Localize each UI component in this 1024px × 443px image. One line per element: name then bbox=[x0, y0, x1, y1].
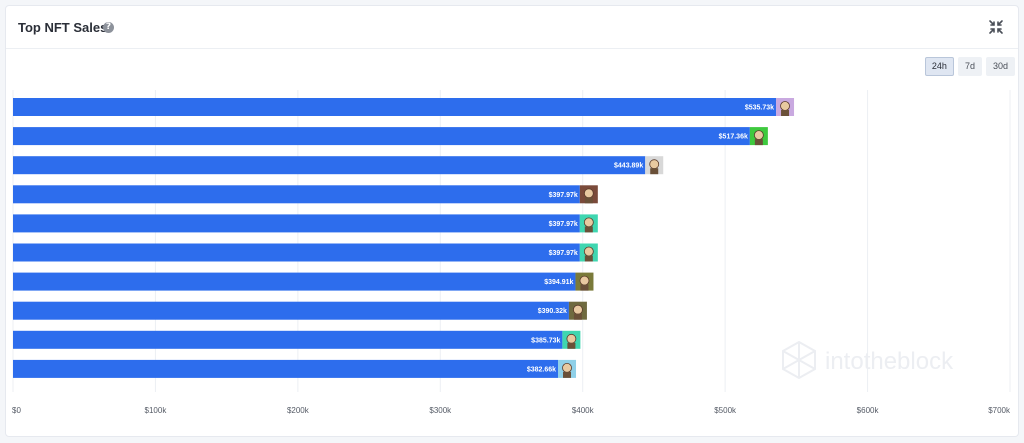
bar[interactable] bbox=[13, 272, 576, 291]
x-tick-label: $0 bbox=[12, 406, 21, 415]
chart-title: Top NFT Sales bbox=[18, 20, 108, 35]
nft-thumbnail[interactable] bbox=[575, 272, 594, 291]
thumbnail-body bbox=[567, 342, 576, 349]
thumbnail-body bbox=[754, 139, 763, 146]
bar[interactable] bbox=[13, 243, 580, 262]
nft-thumbnail[interactable] bbox=[645, 156, 664, 175]
nft-thumbnail[interactable] bbox=[579, 185, 598, 204]
bars: $535.73k $517.36k $443.89k $397.97k $397.97k… bbox=[13, 98, 795, 378]
thumbnail-figure bbox=[649, 159, 660, 170]
bar-value-label: $390.32k bbox=[538, 308, 567, 315]
tab-30d[interactable]: 30d bbox=[985, 57, 1015, 76]
intotheblock-logo-icon bbox=[782, 340, 816, 380]
bar[interactable] bbox=[13, 98, 777, 116]
x-tick-label: $700k bbox=[988, 406, 1011, 415]
bar-row[interactable]: $397.97k bbox=[13, 185, 598, 204]
tab-7d[interactable]: 7d bbox=[957, 57, 982, 76]
x-tick-label: $400k bbox=[572, 406, 595, 415]
bar-value-label: $385.73k bbox=[531, 337, 560, 344]
thumbnail-figure bbox=[583, 188, 594, 199]
nft-thumbnail[interactable] bbox=[776, 98, 795, 116]
nft-thumbnail[interactable] bbox=[562, 330, 581, 349]
watermark-text: intotheblock bbox=[825, 348, 954, 375]
thumbnail-body bbox=[584, 226, 593, 233]
x-tick-label: $100k bbox=[145, 406, 168, 415]
nft-thumbnail[interactable] bbox=[558, 359, 577, 378]
thumbnail-body bbox=[781, 110, 790, 116]
nft-thumbnail[interactable] bbox=[579, 243, 598, 262]
bar[interactable] bbox=[13, 214, 580, 233]
x-tick-label: $300k bbox=[429, 406, 452, 415]
thumbnail-figure bbox=[562, 362, 572, 373]
collapse-arrows-icon[interactable] bbox=[988, 19, 1004, 35]
thumbnail-body bbox=[563, 371, 572, 378]
bar-value-label: $397.97k bbox=[549, 221, 578, 228]
bar-row[interactable]: $517.36k bbox=[13, 127, 768, 146]
thumbnail-figure bbox=[583, 217, 594, 228]
thumbnail-body bbox=[573, 313, 582, 320]
bar-row[interactable]: $397.97k bbox=[13, 214, 598, 233]
bar-row[interactable]: $397.97k bbox=[13, 243, 598, 262]
help-circle-icon[interactable]: ? bbox=[103, 22, 114, 33]
bar-value-label: $443.89k bbox=[614, 163, 643, 170]
bar-value-label: $382.66k bbox=[527, 366, 556, 373]
bar-row[interactable]: $443.89k bbox=[13, 156, 664, 175]
bar[interactable] bbox=[13, 185, 580, 204]
bar-value-label: $397.97k bbox=[549, 250, 578, 257]
bar-value-label: $397.97k bbox=[549, 192, 578, 199]
thumbnail-body bbox=[584, 255, 593, 262]
thumbnail-figure bbox=[583, 246, 594, 257]
bar-row[interactable]: $535.73k bbox=[13, 98, 795, 116]
thumbnail-body bbox=[580, 284, 589, 291]
thumbnail-figure bbox=[780, 101, 790, 111]
thumbnail-figure bbox=[566, 333, 577, 344]
bar[interactable] bbox=[13, 359, 559, 378]
tab-24h[interactable]: 24h bbox=[924, 57, 954, 76]
x-axis-ticks: $0 $100k $200k $300k $400k $500k $600k $700k bbox=[12, 406, 1011, 415]
thumbnail-figure bbox=[753, 130, 764, 141]
thumbnail-figure bbox=[573, 304, 583, 315]
bar-row[interactable]: $394.91k bbox=[13, 272, 594, 291]
timeframe-tabs: 24h 7d 30d bbox=[921, 57, 1015, 76]
bar[interactable] bbox=[13, 301, 569, 320]
bar-value-label: $394.91k bbox=[544, 279, 573, 286]
bar-value-label: $535.73k bbox=[745, 105, 774, 112]
bar-row[interactable]: $390.32k bbox=[13, 301, 587, 320]
bar[interactable] bbox=[13, 156, 646, 175]
x-tick-label: $600k bbox=[857, 406, 880, 415]
x-tick-label: $500k bbox=[714, 406, 737, 415]
bar-row[interactable]: $385.73k bbox=[13, 330, 581, 349]
bar-row[interactable]: $382.66k bbox=[13, 359, 577, 378]
nft-thumbnail[interactable] bbox=[579, 214, 598, 233]
bar-value-label: $517.36k bbox=[719, 134, 748, 141]
thumbnail-body bbox=[584, 197, 593, 204]
card-header: Top NFT Sales ? bbox=[6, 6, 1018, 49]
nft-thumbnail[interactable] bbox=[749, 127, 768, 146]
bar[interactable] bbox=[13, 330, 563, 349]
x-tick-label: $200k bbox=[287, 406, 310, 415]
bar[interactable] bbox=[13, 127, 750, 146]
watermark: intotheblock bbox=[782, 340, 954, 380]
nft-thumbnail[interactable] bbox=[568, 301, 587, 320]
thumbnail-figure bbox=[579, 275, 590, 286]
thumbnail-body bbox=[650, 168, 659, 175]
